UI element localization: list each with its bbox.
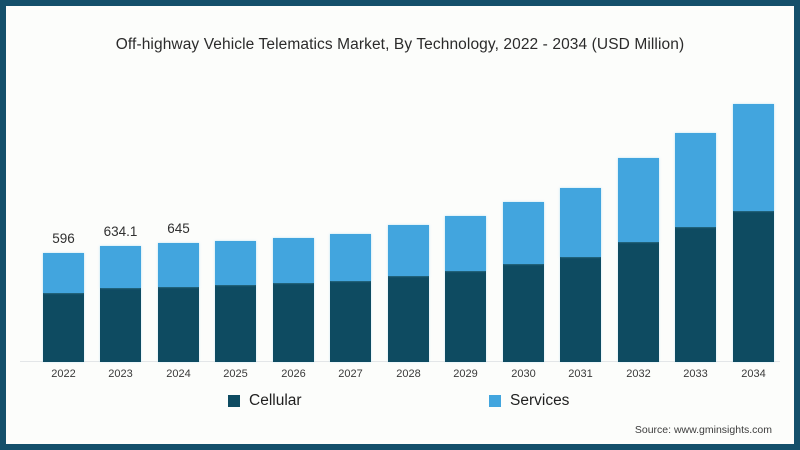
bar-stack[interactable] xyxy=(618,158,659,362)
bar-segment-services[interactable] xyxy=(388,225,429,276)
bar-stack[interactable] xyxy=(273,238,314,362)
bar-stack[interactable] xyxy=(733,104,774,362)
x-tick-2024: 2024 xyxy=(166,368,191,380)
bar-segment-cellular[interactable] xyxy=(503,264,544,362)
bar-segment-cellular[interactable] xyxy=(43,293,84,362)
bar-stack[interactable] xyxy=(560,188,601,362)
bar-segment-services[interactable] xyxy=(560,188,601,257)
bar-segment-cellular[interactable] xyxy=(618,242,659,362)
chart-legend: Cellular Services xyxy=(6,392,794,418)
bar-stack[interactable] xyxy=(503,202,544,362)
bar-stack[interactable] xyxy=(158,243,199,362)
source-note: Source: www.gminsights.com xyxy=(634,424,772,436)
bar-segment-services[interactable] xyxy=(100,246,141,288)
bar-stack[interactable] xyxy=(388,225,429,362)
legend-swatch-cellular-icon xyxy=(228,395,240,407)
bar-segment-services[interactable] xyxy=(618,158,659,242)
x-tick-2028: 2028 xyxy=(396,368,421,380)
bar-stack[interactable] xyxy=(445,216,486,362)
bar-segment-services[interactable] xyxy=(733,104,774,211)
bar-segment-cellular[interactable] xyxy=(273,283,314,362)
legend-label-services: Services xyxy=(510,392,570,409)
x-tick-2032: 2032 xyxy=(626,368,651,380)
bar-stack[interactable] xyxy=(330,234,371,362)
bar-segment-cellular[interactable] xyxy=(215,285,256,362)
bar-segment-cellular[interactable] xyxy=(100,288,141,362)
x-tick-2033: 2033 xyxy=(683,368,708,380)
bar-segment-services[interactable] xyxy=(675,133,716,227)
x-tick-2029: 2029 xyxy=(453,368,478,380)
legend-swatch-services-icon xyxy=(489,395,501,407)
x-tick-2031: 2031 xyxy=(568,368,593,380)
x-tick-2023: 2023 xyxy=(108,368,133,380)
bar-segment-cellular[interactable] xyxy=(388,276,429,362)
bar-segment-cellular[interactable] xyxy=(675,227,716,362)
bar-stack[interactable] xyxy=(675,133,716,362)
legend-item-cellular[interactable]: Cellular xyxy=(228,392,302,410)
bar-segment-services[interactable] xyxy=(445,216,486,271)
bar-segment-cellular[interactable] xyxy=(733,211,774,362)
bar-value-label: 634.1 xyxy=(103,224,138,239)
bar-value-label: 596 xyxy=(52,231,75,246)
bar-segment-services[interactable] xyxy=(215,241,256,285)
bar-segment-services[interactable] xyxy=(503,202,544,264)
x-tick-2026: 2026 xyxy=(281,368,306,380)
x-tick-2030: 2030 xyxy=(511,368,536,380)
bar-segment-cellular[interactable] xyxy=(445,271,486,362)
bar-stack[interactable] xyxy=(100,246,141,362)
bar-stack[interactable] xyxy=(43,253,84,362)
bar-stack[interactable] xyxy=(215,241,256,362)
bar-segment-services[interactable] xyxy=(158,243,199,287)
x-tick-2022: 2022 xyxy=(51,368,76,380)
bar-segment-services[interactable] xyxy=(273,238,314,283)
x-tick-2034: 2034 xyxy=(741,368,766,380)
plot-area: 596 634.1 645 2022 2023 2024 2025 2026 2027 2028… xyxy=(6,6,794,444)
bar-segment-cellular[interactable] xyxy=(158,287,199,362)
figure-inner: Off-highway Vehicle Telematics Market, B… xyxy=(6,6,794,444)
legend-item-services[interactable]: Services xyxy=(489,392,569,410)
bar-value-label: 645 xyxy=(167,221,190,236)
bar-segment-cellular[interactable] xyxy=(330,281,371,362)
bar-segment-cellular[interactable] xyxy=(560,257,601,362)
legend-label-cellular: Cellular xyxy=(249,392,302,409)
x-tick-2027: 2027 xyxy=(338,368,363,380)
chart-title: Off-highway Vehicle Telematics Market, B… xyxy=(115,36,685,53)
bar-segment-services[interactable] xyxy=(43,253,84,293)
bar-segment-services[interactable] xyxy=(330,234,371,281)
x-tick-2025: 2025 xyxy=(223,368,248,380)
